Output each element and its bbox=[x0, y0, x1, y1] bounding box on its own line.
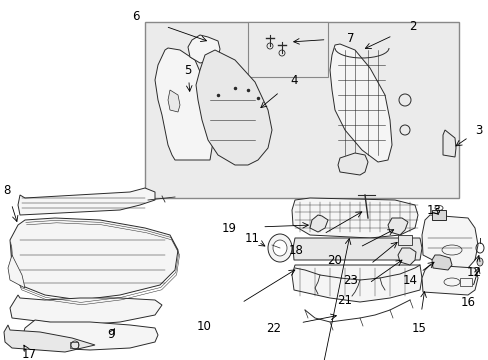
Polygon shape bbox=[168, 90, 180, 112]
Polygon shape bbox=[8, 255, 25, 288]
Text: 10: 10 bbox=[196, 320, 211, 333]
Polygon shape bbox=[442, 130, 455, 157]
Text: 15: 15 bbox=[411, 321, 426, 334]
Text: 2: 2 bbox=[408, 19, 416, 32]
Text: 12: 12 bbox=[466, 266, 481, 279]
Ellipse shape bbox=[267, 234, 291, 262]
Polygon shape bbox=[18, 188, 155, 215]
Text: 13: 13 bbox=[426, 203, 441, 216]
Polygon shape bbox=[291, 265, 421, 302]
Text: 17: 17 bbox=[21, 347, 37, 360]
Ellipse shape bbox=[476, 258, 482, 266]
Text: 8: 8 bbox=[3, 184, 11, 197]
Polygon shape bbox=[155, 48, 215, 160]
Text: 23: 23 bbox=[343, 274, 358, 287]
Polygon shape bbox=[421, 265, 477, 295]
Text: 14: 14 bbox=[402, 274, 417, 287]
Polygon shape bbox=[10, 295, 162, 325]
Polygon shape bbox=[431, 255, 451, 270]
Text: 4: 4 bbox=[290, 73, 297, 86]
Polygon shape bbox=[337, 153, 367, 175]
Polygon shape bbox=[309, 215, 327, 232]
Text: 18: 18 bbox=[288, 243, 303, 256]
Text: 11: 11 bbox=[244, 231, 259, 244]
Text: 7: 7 bbox=[346, 31, 354, 45]
Polygon shape bbox=[387, 218, 407, 235]
Polygon shape bbox=[329, 44, 391, 162]
Bar bbox=[397, 235, 411, 245]
Text: 6: 6 bbox=[132, 9, 140, 22]
Bar bbox=[459, 278, 471, 286]
Polygon shape bbox=[10, 218, 178, 300]
Text: 20: 20 bbox=[327, 253, 342, 266]
Polygon shape bbox=[4, 325, 95, 352]
Polygon shape bbox=[22, 320, 158, 350]
Text: 5: 5 bbox=[184, 63, 191, 77]
Text: 3: 3 bbox=[474, 123, 482, 136]
Bar bbox=[70, 342, 78, 348]
Polygon shape bbox=[397, 248, 415, 265]
Bar bbox=[145, 22, 458, 198]
Text: 19: 19 bbox=[221, 221, 236, 234]
Text: 21: 21 bbox=[337, 293, 352, 306]
Text: 16: 16 bbox=[460, 297, 474, 310]
Ellipse shape bbox=[272, 240, 286, 256]
Text: 9: 9 bbox=[107, 328, 115, 342]
Bar bbox=[431, 210, 445, 220]
Text: 22: 22 bbox=[266, 321, 281, 334]
Polygon shape bbox=[291, 198, 417, 238]
Bar bbox=[247, 22, 327, 77]
Polygon shape bbox=[187, 35, 220, 63]
Polygon shape bbox=[196, 50, 271, 165]
Polygon shape bbox=[292, 238, 421, 260]
Polygon shape bbox=[421, 215, 477, 268]
